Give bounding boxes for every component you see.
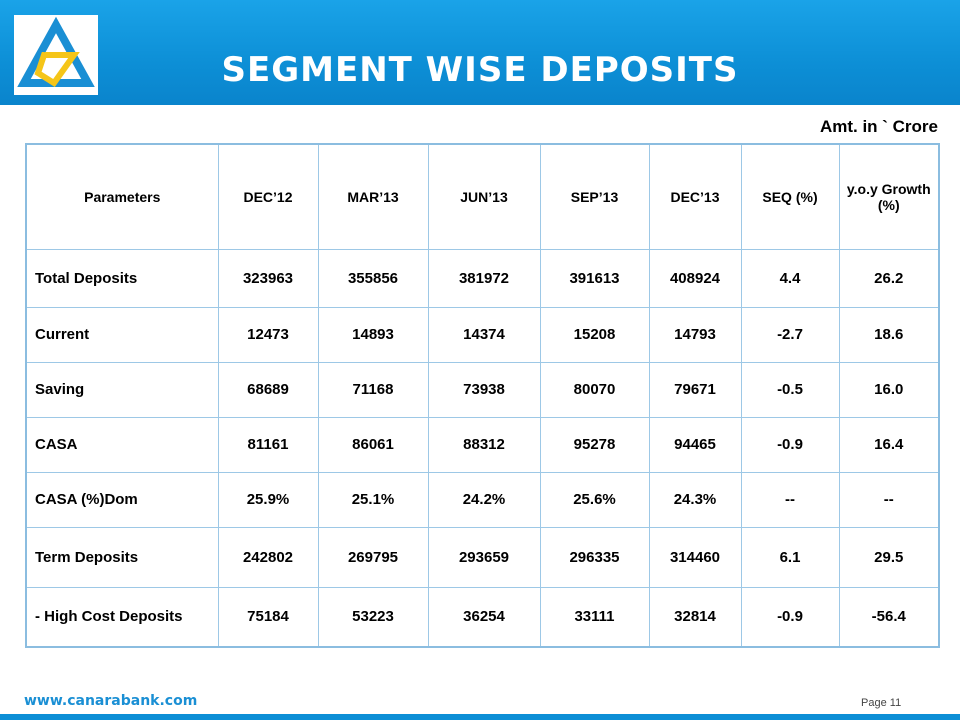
table-cell: -2.7 (740, 306, 840, 363)
logo-triangle-icon (17, 16, 95, 88)
table-cell: 314460 (648, 526, 742, 588)
row-label: Current (25, 306, 219, 363)
row-label: Total Deposits (25, 248, 219, 308)
table-row: CASA (%)Dom 25.9% 25.1% 24.2% 25.6% 24.3… (25, 471, 940, 528)
column-header: JUN’13 (427, 143, 541, 250)
table-cell: -0.9 (740, 586, 840, 648)
table-cell: 25.1% (317, 471, 429, 528)
column-header: y.o.y Growth (%) (838, 143, 940, 250)
column-header: SEP’13 (539, 143, 650, 250)
table-cell: 293659 (427, 526, 541, 588)
table-cell: 29.5 (838, 526, 940, 588)
page-number: Page 11 (861, 697, 901, 709)
table-cell: 4.4 (740, 248, 840, 308)
row-label: Term Deposits (25, 526, 219, 588)
column-header: SEQ (%) (740, 143, 840, 250)
table-cell: -- (838, 471, 940, 528)
table-cell: 68689 (217, 361, 319, 418)
table-cell: -- (740, 471, 840, 528)
column-header: DEC’13 (648, 143, 742, 250)
table-cell: 14793 (648, 306, 742, 363)
website-link[interactable]: www.canarabank.com (24, 693, 198, 709)
page-title: SEGMENT WISE DEPOSITS (221, 50, 739, 90)
table-cell: -0.5 (740, 361, 840, 418)
row-label: Saving (25, 361, 219, 418)
table-cell: 81161 (217, 416, 319, 473)
table-cell: 24.2% (427, 471, 541, 528)
table-cell: 73938 (427, 361, 541, 418)
segment-deposits-table: Parameters DEC’12 MAR’13 JUN’13 SEP’13 D… (25, 143, 940, 648)
table-cell: 16.4 (838, 416, 940, 473)
table-cell: 75184 (217, 586, 319, 648)
table-cell: 12473 (217, 306, 319, 363)
table-row: Total Deposits 323963 355856 381972 3916… (25, 248, 940, 308)
table-cell: 408924 (648, 248, 742, 308)
row-label: - High Cost Deposits (25, 586, 219, 648)
table-cell: 14374 (427, 306, 541, 363)
table-cell: 391613 (539, 248, 650, 308)
canara-bank-logo (14, 15, 98, 95)
table-cell: -0.9 (740, 416, 840, 473)
table-row: Current 12473 14893 14374 15208 14793 -2… (25, 306, 940, 363)
table-row: CASA 81161 86061 88312 95278 94465 -0.9 … (25, 416, 940, 473)
page-label: Page (861, 697, 887, 709)
header-bar: SEGMENT WISE DEPOSITS (0, 0, 960, 105)
table-cell: 80070 (539, 361, 650, 418)
table-cell: 33111 (539, 586, 650, 648)
table-cell: 15208 (539, 306, 650, 363)
table-cell: 79671 (648, 361, 742, 418)
table-cell: 88312 (427, 416, 541, 473)
row-label: CASA (%)Dom (25, 471, 219, 528)
table-header-row: Parameters DEC’12 MAR’13 JUN’13 SEP’13 D… (25, 143, 940, 250)
table-cell: 36254 (427, 586, 541, 648)
table-cell: 381972 (427, 248, 541, 308)
table-row: Term Deposits 242802 269795 293659 29633… (25, 526, 940, 588)
table-cell: 25.9% (217, 471, 319, 528)
footer-strip (0, 714, 960, 720)
table-cell: 14893 (317, 306, 429, 363)
table-cell: -56.4 (838, 586, 940, 648)
column-header: MAR’13 (317, 143, 429, 250)
table-cell: 355856 (317, 248, 429, 308)
table-cell: 53223 (317, 586, 429, 648)
row-label: CASA (25, 416, 219, 473)
table-cell: 16.0 (838, 361, 940, 418)
table-cell: 71168 (317, 361, 429, 418)
column-header: DEC’12 (217, 143, 319, 250)
table-cell: 6.1 (740, 526, 840, 588)
table-cell: 269795 (317, 526, 429, 588)
table-cell: 25.6% (539, 471, 650, 528)
table-cell: 18.6 (838, 306, 940, 363)
table-cell: 86061 (317, 416, 429, 473)
page-number-value: 11 (889, 697, 902, 709)
table-cell: 24.3% (648, 471, 742, 528)
column-header: Parameters (25, 143, 219, 250)
table-row: Saving 68689 71168 73938 80070 79671 -0.… (25, 361, 940, 418)
table-cell: 32814 (648, 586, 742, 648)
table-cell: 26.2 (838, 248, 940, 308)
table-row: - High Cost Deposits 75184 53223 36254 3… (25, 586, 940, 648)
amount-unit-note: Amt. in ` Crore (819, 117, 938, 136)
table-cell: 95278 (539, 416, 650, 473)
table-cell: 296335 (539, 526, 650, 588)
table-cell: 323963 (217, 248, 319, 308)
table-cell: 94465 (648, 416, 742, 473)
table-cell: 242802 (217, 526, 319, 588)
